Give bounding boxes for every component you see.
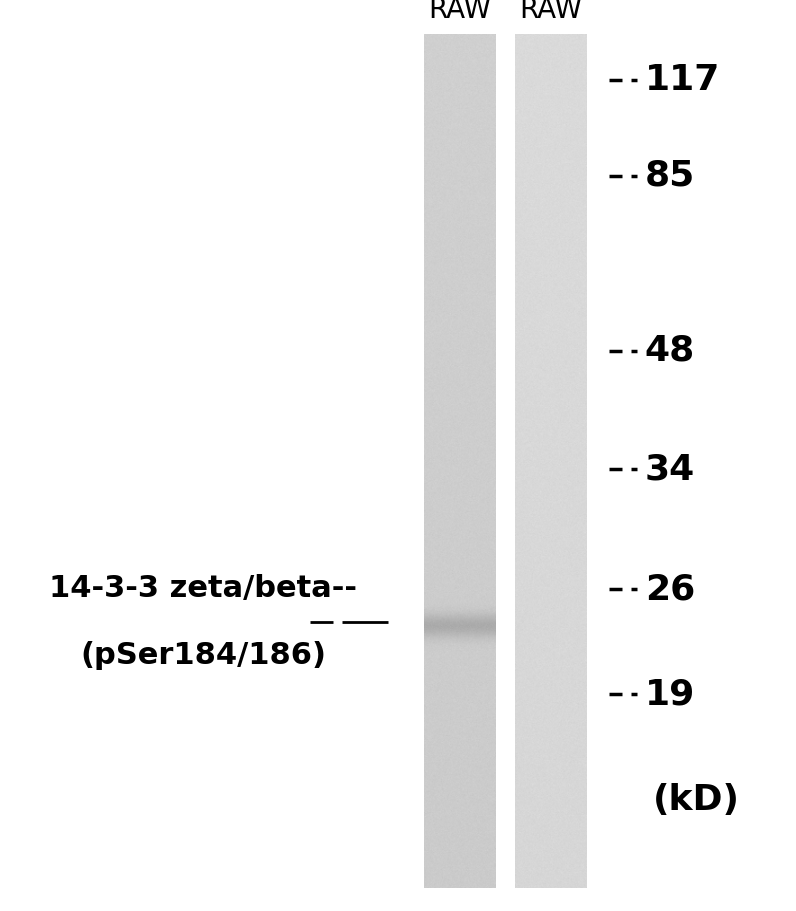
- Text: (pSer184/186): (pSer184/186): [80, 641, 326, 670]
- Text: RAW: RAW: [519, 0, 583, 24]
- Text: 117: 117: [645, 63, 720, 97]
- Text: 85: 85: [645, 159, 695, 193]
- Text: 14-3-3 zeta/beta--: 14-3-3 zeta/beta--: [49, 574, 357, 603]
- Text: RAW: RAW: [428, 0, 492, 24]
- Text: 19: 19: [645, 677, 695, 711]
- Text: (kD): (kD): [653, 783, 739, 817]
- Text: 48: 48: [645, 333, 695, 368]
- Text: 34: 34: [645, 452, 695, 486]
- Text: 26: 26: [645, 572, 695, 607]
